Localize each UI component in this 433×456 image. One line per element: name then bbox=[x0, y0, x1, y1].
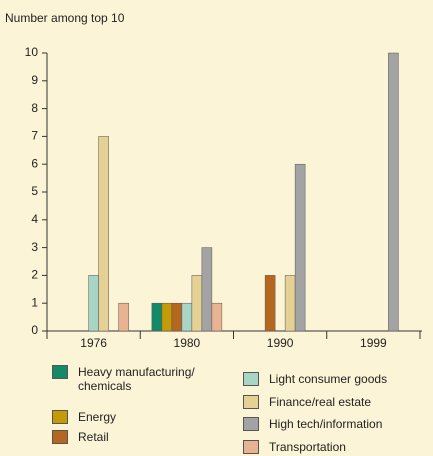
legend-swatch bbox=[243, 372, 259, 386]
legend-label: Heavy manufacturing/ chemicals bbox=[78, 365, 195, 393]
bar bbox=[181, 302, 193, 332]
legend-item: Transportation bbox=[243, 439, 433, 454]
legend-label: Energy bbox=[78, 410, 117, 424]
bar bbox=[161, 302, 173, 332]
legend-item: Finance/real estate bbox=[243, 394, 433, 409]
legend-item: Retail bbox=[52, 430, 208, 444]
y-tick-label: 3 bbox=[31, 240, 38, 254]
bar bbox=[98, 136, 109, 332]
legend-swatch bbox=[243, 439, 259, 454]
x-tick-label: 1999 bbox=[360, 336, 387, 350]
y-tick-label: 7 bbox=[31, 129, 38, 143]
legend-swatch bbox=[243, 417, 259, 431]
legend-item: High tech/information bbox=[243, 417, 433, 431]
legend-item: Energy bbox=[52, 410, 208, 424]
legend-label: Finance/real estate bbox=[269, 394, 372, 409]
bar bbox=[201, 247, 213, 332]
y-tick-label: 2 bbox=[31, 268, 38, 282]
legend-label: High tech/information bbox=[269, 417, 383, 431]
legend-item: Heavy manufacturing/ chemicals bbox=[52, 365, 208, 393]
y-tick-label: 0 bbox=[31, 323, 38, 337]
x-tick-label: 1980 bbox=[174, 336, 201, 350]
x-tick-label: 1976 bbox=[80, 336, 107, 350]
y-tick-label: 6 bbox=[31, 156, 38, 170]
bar bbox=[171, 302, 183, 332]
y-tick-label: 8 bbox=[31, 101, 38, 115]
bar bbox=[151, 302, 163, 332]
bar bbox=[191, 275, 203, 332]
bar bbox=[284, 275, 296, 332]
chart: Number among top 10 0 1 2 3 4 5 6 7 8 9 10 1976 1980… bbox=[5, 11, 422, 350]
legend-swatch bbox=[52, 365, 68, 379]
bar bbox=[264, 275, 276, 332]
y-tick-label: 10 bbox=[25, 45, 39, 59]
legend-label: Retail bbox=[78, 430, 109, 444]
legend-label: Transportation bbox=[269, 439, 346, 454]
y-tick-label: 5 bbox=[31, 184, 38, 198]
bar bbox=[211, 302, 223, 332]
bar bbox=[88, 275, 99, 332]
legend-label: Light consumer goods bbox=[269, 372, 388, 386]
legend-swatch bbox=[52, 430, 68, 444]
bar bbox=[118, 302, 129, 332]
y-tick-label: 9 bbox=[31, 73, 38, 87]
legend-item: Light consumer goods bbox=[243, 372, 433, 386]
y-tick-label: 1 bbox=[31, 295, 38, 309]
legend-swatch bbox=[52, 410, 68, 424]
y-axis-title: Number among top 10 bbox=[5, 11, 125, 25]
legend-swatch bbox=[243, 394, 259, 409]
x-tick-label: 1990 bbox=[267, 336, 294, 350]
y-tick-label: 4 bbox=[31, 212, 38, 226]
bar bbox=[388, 52, 399, 332]
bar bbox=[294, 163, 306, 332]
